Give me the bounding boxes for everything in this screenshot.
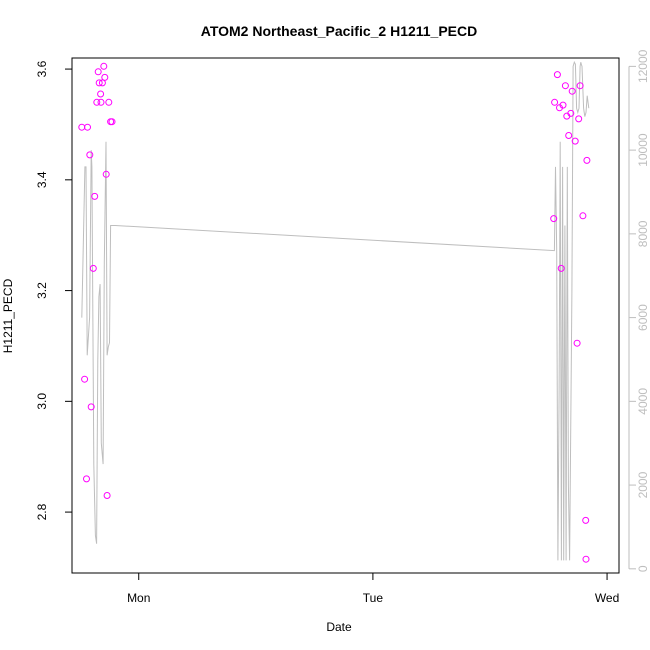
data-point [553, 71, 561, 79]
data-point [105, 98, 113, 106]
data-point [582, 516, 590, 524]
y-tick-label: 3.2 [35, 282, 49, 299]
chart-title: ATOM2 Northeast_Pacific_2 H1211_PECD [201, 23, 478, 39]
data-point [97, 90, 105, 98]
y-axis-right: 0 2000 4000 6000 8000 10000 12000 [628, 49, 650, 572]
data-point [551, 98, 559, 106]
data-point [565, 132, 573, 139]
data-point [579, 212, 587, 220]
y-tick-label: 3.0 [35, 393, 49, 410]
x-axis: Mon Tue Wed [127, 573, 619, 605]
data-point [87, 403, 95, 411]
data-point [89, 264, 97, 272]
data-point [83, 475, 90, 483]
y2-tick-label: 12000 [636, 49, 650, 83]
data-point [81, 375, 89, 383]
data-point [103, 492, 111, 499]
y-axis-label: H1211_PECD [1, 278, 15, 353]
y2-tick-label: 4000 [636, 388, 650, 415]
data-point [84, 123, 91, 131]
y2-tick-label: 2000 [636, 471, 650, 498]
data-point [575, 115, 583, 123]
y-tick-label: 3.6 [35, 60, 49, 77]
data-point [91, 192, 99, 200]
data-point [95, 79, 103, 87]
y2-tick-label: 6000 [636, 304, 650, 331]
data-point [582, 555, 590, 563]
data-point [559, 101, 567, 109]
y2-tick-label: 8000 [636, 220, 650, 247]
data-point [573, 339, 581, 347]
data-point [571, 137, 579, 145]
line-series [81, 60, 590, 561]
data-point [550, 215, 558, 223]
y-tick-label: 3.4 [35, 171, 49, 188]
data-point [102, 170, 110, 178]
data-point [100, 62, 108, 70]
y-tick-label: 2.8 [35, 503, 49, 520]
x-axis-label: Date [326, 620, 352, 634]
x-tick-label: Wed [595, 591, 619, 605]
data-point [86, 151, 94, 159]
y-axis-left: 2.8 3.0 3.2 3.4 3.6 [35, 60, 72, 520]
x-tick-label: Mon [127, 591, 150, 605]
data-point [561, 82, 569, 90]
data-point [583, 156, 591, 164]
data-point [557, 264, 565, 272]
data-point [568, 87, 576, 95]
series-line [81, 60, 590, 561]
x-tick-label: Tue [363, 591, 384, 605]
data-point [78, 123, 86, 131]
data-point [567, 109, 575, 117]
data-point [576, 82, 584, 90]
point-series [78, 62, 591, 563]
y2-tick-label: 10000 [636, 133, 650, 167]
data-point [101, 73, 109, 81]
data-point [94, 68, 102, 76]
data-point [93, 98, 101, 106]
y2-tick-label: 0 [636, 565, 650, 572]
data-point [108, 118, 116, 126]
data-point [97, 98, 105, 106]
plot-frame [71, 57, 620, 574]
